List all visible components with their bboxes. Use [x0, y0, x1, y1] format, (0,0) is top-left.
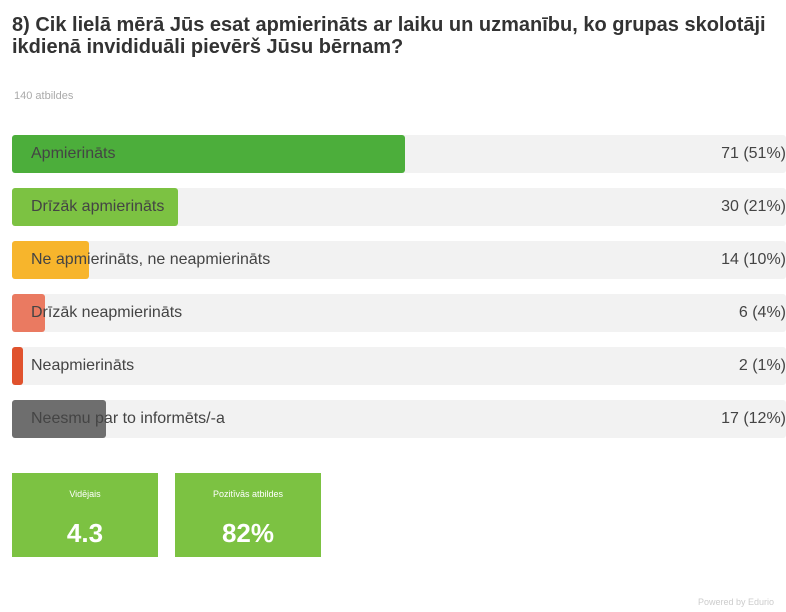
kpi-average-label: Vidējais — [69, 489, 101, 499]
bar-row: Apmierināts 71 (51%) — [12, 135, 786, 173]
bar — [12, 400, 106, 438]
kpi-average-value: 4.3 — [66, 518, 104, 548]
bar-row: Drīzāk apmierināts 30 (21%) — [12, 188, 786, 226]
bar-label: Drīzāk apmierināts — [31, 198, 165, 215]
bar-row: Neapmierināts 2 (1%) — [12, 347, 786, 385]
bar-label: Apmierināts — [31, 145, 116, 162]
bar-value-label: 6 (4%) — [738, 304, 786, 321]
bar-row: Ne apmierināts, ne neapmierināts 14 (10%) — [12, 241, 786, 279]
bar — [12, 135, 405, 173]
bar-label: Neapmierināts — [31, 357, 135, 374]
bar — [12, 294, 46, 332]
kpi-positive: Pozitīvās atbildes 82% — [175, 473, 321, 557]
bar-value-label: 30 (21%) — [721, 198, 786, 215]
bar-label: Drīzāk neapmierināts — [31, 304, 183, 321]
question-title: 8) Cik lielā mērā Jūs esat apmierināts a… — [12, 14, 766, 58]
bar-row: Neesmu par to informēts/-a 17 (12%) — [12, 400, 786, 438]
bar-value-label: 14 (10%) — [721, 251, 786, 268]
response-count: 140 atbildes — [14, 90, 74, 102]
bar — [12, 241, 90, 279]
bar-row: Drīzāk neapmierināts 6 (4%) — [12, 294, 786, 332]
bar-label: Neesmu par to informēts/-a — [31, 410, 225, 427]
bar — [12, 347, 24, 385]
bar-chart: Apmierināts 71 (51%) Drīzāk apmierināts 30 … — [12, 135, 786, 453]
bar — [12, 188, 178, 226]
bar-value-label: 2 (1%) — [738, 357, 786, 374]
kpi-positive-value: 82% — [221, 518, 275, 548]
bar-label: Ne apmierināts, ne neapmierināts — [31, 251, 271, 268]
powered-by: Powered by Edurio — [697, 597, 774, 607]
bar-value-label: 17 (12%) — [721, 410, 786, 427]
kpi-positive-label: Pozitīvās atbildes — [212, 489, 284, 499]
bar-value-label: 71 (51%) — [721, 145, 786, 162]
kpi-average: Vidējais 4.3 — [12, 473, 158, 557]
